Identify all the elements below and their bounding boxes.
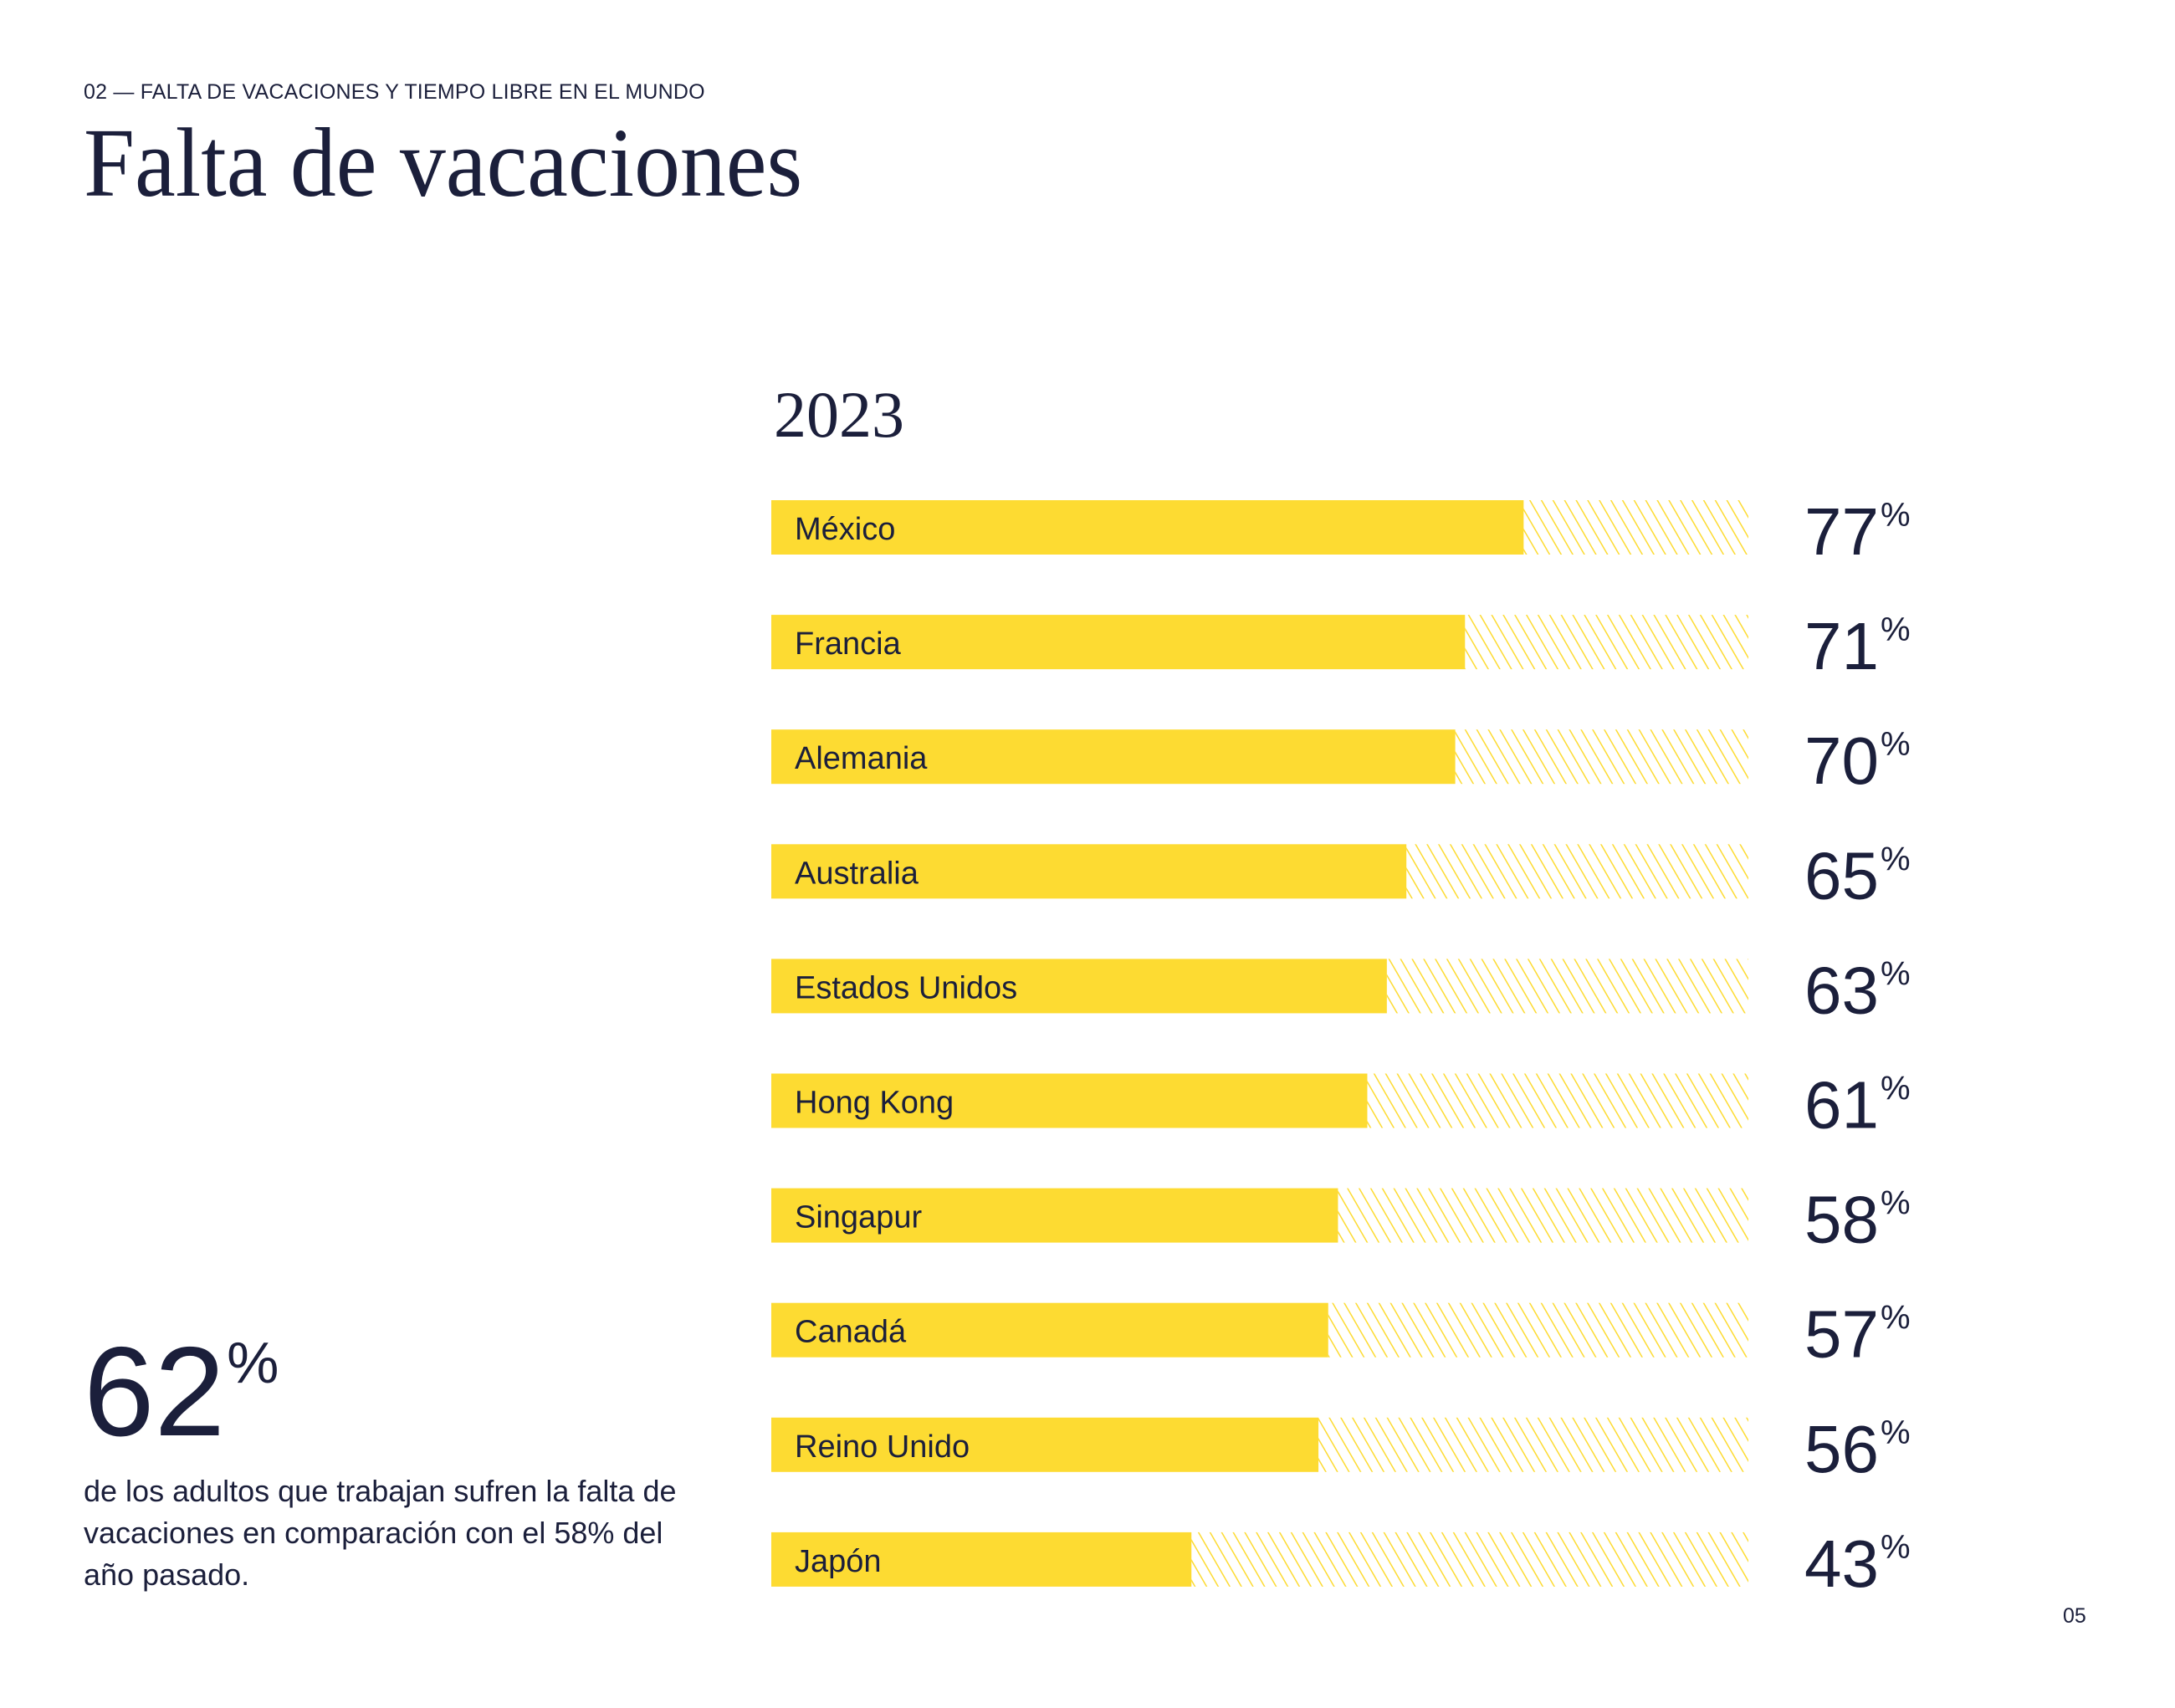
highlight-value: 62% bbox=[84, 1328, 279, 1455]
bar bbox=[771, 729, 1456, 785]
value-label: 43% bbox=[1804, 1526, 1911, 1601]
bar-row: Japón 43% bbox=[771, 1526, 1911, 1601]
value-label: 58% bbox=[1804, 1183, 1911, 1257]
value-unit: % bbox=[1881, 1300, 1911, 1337]
category-label: Japón bbox=[795, 1544, 882, 1579]
category-label: Reino Unido bbox=[795, 1429, 970, 1465]
value-number: 63 bbox=[1804, 953, 1879, 1027]
value-unit: % bbox=[1881, 1529, 1911, 1566]
bar-row: Francia 71% bbox=[771, 609, 1911, 683]
highlight-stat: 62% bbox=[84, 1328, 279, 1455]
value-number: 61 bbox=[1804, 1068, 1879, 1143]
bar bbox=[771, 615, 1466, 670]
category-label: Canadá bbox=[795, 1315, 907, 1350]
bar-remainder bbox=[1328, 1302, 1748, 1358]
bar bbox=[771, 1188, 1338, 1243]
value-label: 57% bbox=[1804, 1297, 1911, 1372]
value-unit: % bbox=[1881, 1414, 1911, 1451]
value-label: 63% bbox=[1804, 953, 1911, 1027]
bar bbox=[771, 1073, 1368, 1128]
bar-row: Canadá 57% bbox=[771, 1297, 1911, 1372]
value-label: 65% bbox=[1804, 838, 1911, 913]
category-label: México bbox=[795, 512, 895, 547]
bar-remainder bbox=[1465, 615, 1748, 670]
bar bbox=[771, 500, 1524, 555]
value-unit: % bbox=[1881, 841, 1911, 877]
value-unit: % bbox=[1881, 1185, 1911, 1222]
value-number: 57 bbox=[1804, 1297, 1879, 1372]
bar-remainder bbox=[1191, 1532, 1748, 1587]
bar bbox=[771, 844, 1407, 899]
bars-group: México 77% Francia 71% Alemania 70% Australia 6… bbox=[771, 494, 1911, 1601]
bar-row: Estados Unidos 63% bbox=[771, 953, 1911, 1027]
value-unit: % bbox=[1881, 497, 1911, 534]
bar-remainder bbox=[1455, 729, 1748, 785]
category-label: Australia bbox=[795, 856, 919, 891]
bar-remainder bbox=[1406, 844, 1748, 899]
highlight-number: 62 bbox=[84, 1321, 226, 1463]
bar-remainder bbox=[1386, 959, 1748, 1014]
value-label: 70% bbox=[1804, 724, 1911, 798]
value-number: 71 bbox=[1804, 609, 1879, 683]
category-label: Estados Unidos bbox=[795, 970, 1017, 1005]
bar-row: Singapur 58% bbox=[771, 1183, 1911, 1257]
bar-remainder bbox=[1318, 1417, 1748, 1472]
category-label: Francia bbox=[795, 626, 902, 662]
value-unit: % bbox=[1881, 611, 1911, 648]
bar-row: Australia 65% bbox=[771, 838, 1911, 913]
value-unit: % bbox=[1881, 726, 1911, 763]
category-label: Alemania bbox=[795, 741, 928, 776]
value-number: 77 bbox=[1804, 494, 1879, 569]
bar bbox=[771, 959, 1387, 1014]
section-eyebrow: 02 — FALTA DE VACACIONES Y TIEMPO LIBRE … bbox=[84, 80, 705, 104]
value-label: 77% bbox=[1804, 494, 1911, 569]
value-label: 56% bbox=[1804, 1412, 1911, 1486]
value-label: 61% bbox=[1804, 1068, 1911, 1143]
chart-title: 2023 bbox=[774, 378, 904, 451]
bar-remainder bbox=[1367, 1073, 1748, 1128]
highlight-description: de los adultos que trabajan sufren la fa… bbox=[84, 1474, 677, 1592]
value-number: 43 bbox=[1804, 1526, 1879, 1601]
value-unit: % bbox=[1881, 1071, 1911, 1107]
value-number: 65 bbox=[1804, 838, 1879, 913]
bar-row: México 77% bbox=[771, 494, 1911, 569]
bar-row: Alemania 70% bbox=[771, 724, 1911, 798]
page-number: 05 bbox=[2063, 1604, 2086, 1628]
bar-remainder bbox=[1523, 500, 1748, 555]
page-title: Falta de vacaciones bbox=[84, 108, 803, 217]
value-number: 58 bbox=[1804, 1183, 1879, 1257]
value-number: 70 bbox=[1804, 724, 1879, 798]
value-unit: % bbox=[1881, 955, 1911, 992]
category-label: Singapur bbox=[795, 1200, 922, 1235]
bar bbox=[771, 1532, 1192, 1587]
bar bbox=[771, 1417, 1319, 1472]
bar bbox=[771, 1302, 1328, 1358]
bar-remainder bbox=[1338, 1188, 1748, 1243]
highlight-unit: % bbox=[227, 1330, 279, 1395]
value-label: 71% bbox=[1804, 609, 1911, 683]
value-number: 56 bbox=[1804, 1412, 1879, 1486]
bar-row: Reino Unido 56% bbox=[771, 1412, 1911, 1486]
category-label: Hong Kong bbox=[795, 1086, 954, 1121]
bar-row: Hong Kong 61% bbox=[771, 1068, 1911, 1143]
